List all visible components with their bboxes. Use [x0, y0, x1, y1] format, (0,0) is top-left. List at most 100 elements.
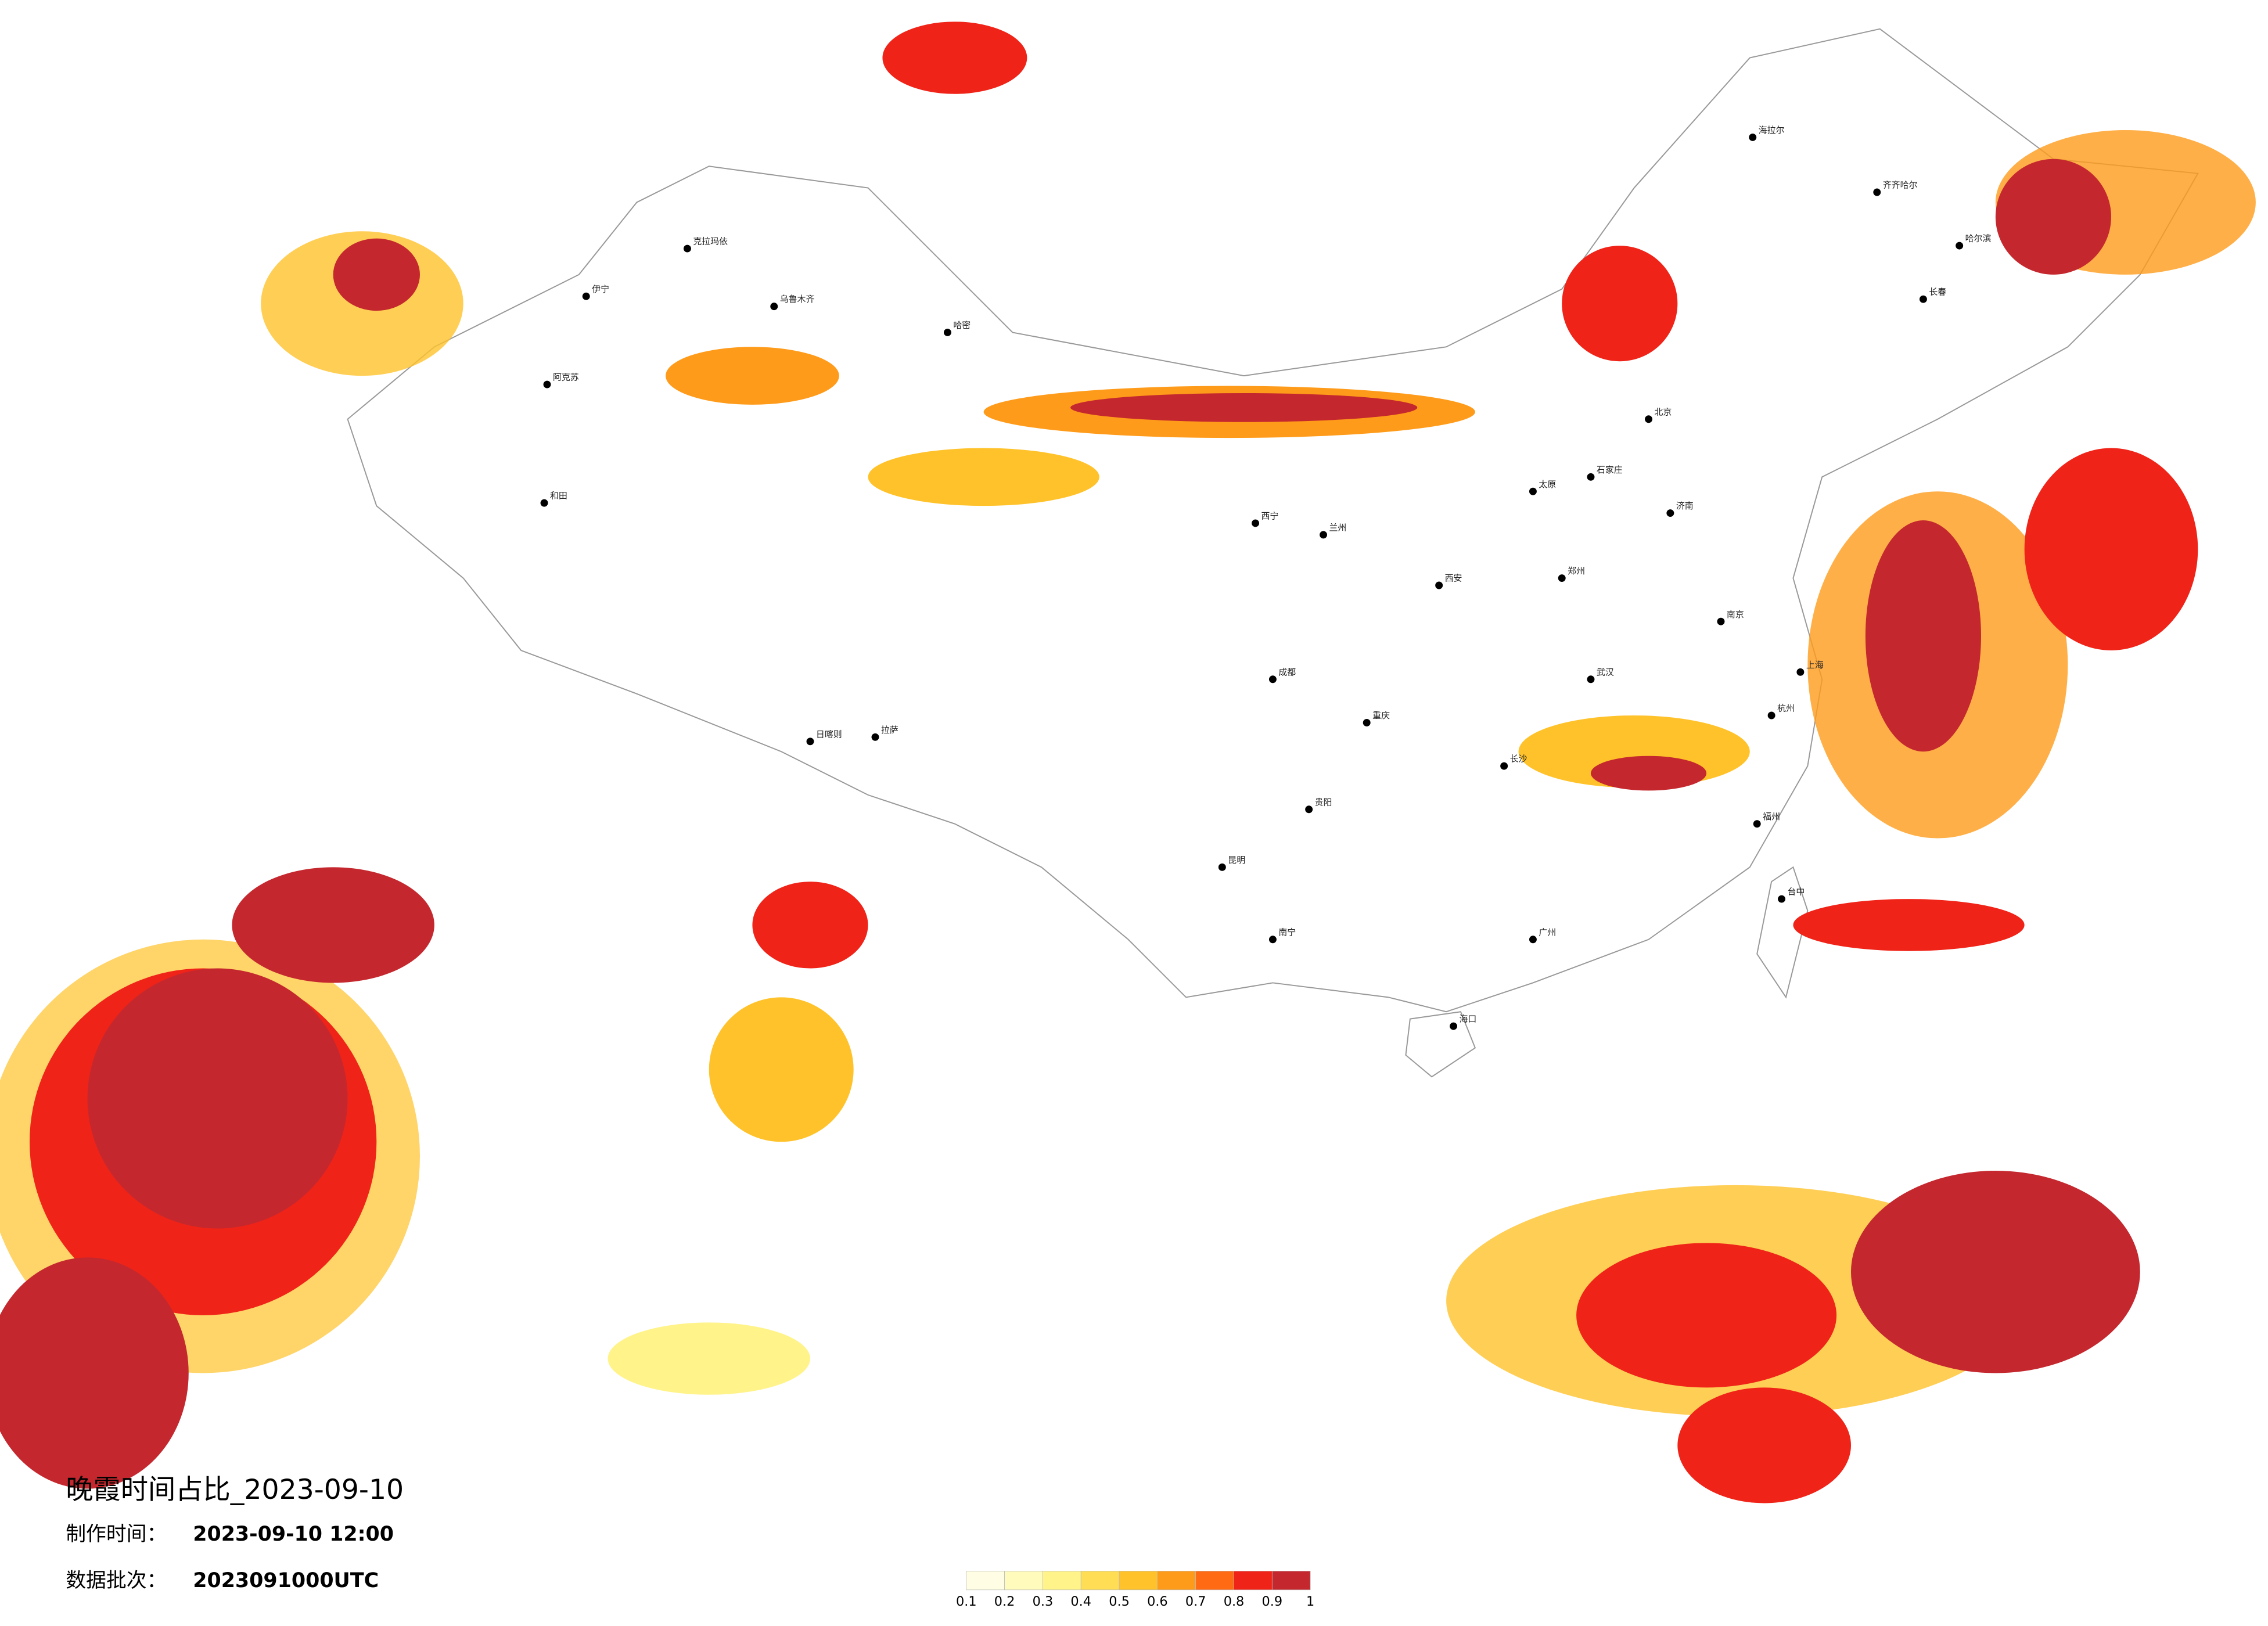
- city-dot: [1218, 863, 1226, 871]
- legend-tick: 0.6: [1147, 1594, 1168, 1609]
- city-dot: [1268, 675, 1277, 684]
- legend-swatch: [1080, 1571, 1120, 1591]
- made-label: 制作时间：: [66, 1523, 167, 1546]
- legend: 0.1 0.2 0.3 0.4 0.5 0.6 0.7 0.8 0.9 1: [956, 1571, 1314, 1609]
- city-label: 贵阳: [1315, 797, 1332, 807]
- region: [1850, 1171, 2140, 1373]
- legend-swatch: [1234, 1571, 1273, 1591]
- city-dot: [943, 328, 951, 336]
- city-dot: [1558, 574, 1566, 582]
- city-dot: [543, 380, 551, 388]
- city-label: 成都: [1278, 667, 1296, 677]
- city-label: 上海: [1806, 660, 1824, 670]
- city-label: 南宁: [1278, 927, 1296, 937]
- city-label: 和田: [550, 491, 567, 501]
- city-dot: [1717, 617, 1725, 625]
- city-label: 伊宁: [592, 284, 609, 294]
- legend-tick: 0.8: [1224, 1594, 1245, 1609]
- batch-label: 数据批次：: [66, 1569, 167, 1592]
- region: [333, 238, 420, 311]
- city-dot: [683, 244, 691, 253]
- city-label: 郑州: [1568, 566, 1585, 576]
- legend-tick: 0.1: [956, 1594, 977, 1609]
- title: 晚霞时间占比_2023-09-10: [66, 1474, 404, 1506]
- city-dot: [1587, 473, 1595, 481]
- city-dot: [540, 499, 548, 507]
- hainan-outline: [1405, 1011, 1476, 1078]
- city-dot: [770, 303, 778, 311]
- legend-swatch: [1271, 1571, 1311, 1591]
- city-label: 齐齐哈尔: [1883, 180, 1918, 190]
- city-label: 乌鲁木齐: [780, 294, 815, 304]
- city-label: 长春: [1929, 287, 1946, 297]
- legend-tick: 0.2: [994, 1594, 1015, 1609]
- city-label: 哈尔滨: [1965, 233, 1992, 244]
- city-dot: [1767, 711, 1775, 720]
- city-dot: [1645, 415, 1653, 423]
- city-dot: [1753, 820, 1761, 828]
- batch-value: 2023091000UTC: [193, 1569, 379, 1592]
- city-dot: [1529, 936, 1537, 944]
- city-dot: [1873, 188, 1881, 196]
- city-label: 重庆: [1372, 710, 1390, 721]
- region: [709, 997, 854, 1142]
- legend-swatch: [966, 1571, 1005, 1591]
- region: [752, 882, 868, 969]
- city-label: 长沙: [1510, 754, 1527, 764]
- city-label: 阿克苏: [553, 372, 579, 383]
- region: [882, 21, 1027, 94]
- region: [608, 1322, 810, 1395]
- city-label: 克拉玛依: [693, 236, 728, 247]
- city-dot: [1363, 718, 1371, 726]
- city-label: 西宁: [1261, 511, 1279, 521]
- region: [1576, 1243, 1837, 1388]
- city-label: 西安: [1445, 573, 1462, 584]
- region: [1995, 159, 2111, 275]
- region: [87, 968, 348, 1229]
- city-label: 南京: [1727, 609, 1744, 620]
- region: [1865, 520, 1981, 752]
- city-label: 石家庄: [1597, 465, 1623, 475]
- city-label: 广州: [1539, 927, 1556, 937]
- region: [1590, 756, 1707, 791]
- city-dot: [1796, 668, 1805, 676]
- legend-swatch: [1119, 1571, 1158, 1591]
- city-dot: [1320, 531, 1328, 539]
- legend-tick: 0.3: [1033, 1594, 1054, 1609]
- city-label: 济南: [1676, 501, 1694, 511]
- region: [1677, 1387, 1851, 1503]
- city-label: 武汉: [1597, 667, 1614, 677]
- city-label: 台中: [1787, 887, 1805, 897]
- legend-tick: 0.5: [1109, 1594, 1130, 1609]
- city-label: 海口: [1460, 1014, 1477, 1024]
- city-dot: [1450, 1022, 1458, 1030]
- city-dot: [1778, 895, 1785, 903]
- legend-tick: 1: [1306, 1594, 1314, 1609]
- city-dot: [1749, 133, 1757, 141]
- city-dot: [582, 292, 590, 300]
- city-dot: [1435, 581, 1443, 589]
- city-dot: [1529, 487, 1537, 495]
- legend-tick: 0.7: [1185, 1594, 1206, 1609]
- legend-swatch: [1157, 1571, 1196, 1591]
- legend-swatch: [1004, 1571, 1043, 1591]
- city-dot: [1956, 242, 1964, 250]
- city-label: 日喀则: [816, 729, 842, 739]
- city-dot: [1305, 805, 1313, 814]
- region: [2024, 448, 2198, 650]
- region: [1562, 246, 1678, 362]
- region: [1793, 899, 2025, 951]
- city-label: 杭州: [1777, 703, 1795, 714]
- region: [868, 448, 1099, 506]
- city-dot: [1587, 675, 1595, 684]
- cloud-field: [0, 21, 2256, 1503]
- region: [0, 1257, 189, 1489]
- city-dot: [1500, 762, 1508, 770]
- made-value: 2023-09-10 12:00: [193, 1523, 394, 1546]
- city-label: 昆明: [1228, 855, 1245, 865]
- city-dot: [806, 738, 814, 746]
- city-dot: [871, 733, 879, 741]
- city-dot: [1252, 519, 1260, 527]
